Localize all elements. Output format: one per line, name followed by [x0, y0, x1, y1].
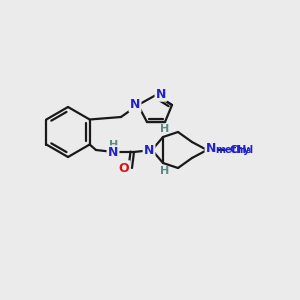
Text: CH₃: CH₃ — [229, 145, 251, 155]
Text: N: N — [156, 88, 166, 100]
Text: N: N — [206, 142, 216, 155]
Text: N: N — [130, 98, 140, 112]
Text: O: O — [119, 161, 129, 175]
Text: N: N — [108, 146, 118, 160]
Text: H: H — [110, 140, 118, 150]
Text: H: H — [160, 166, 169, 176]
Text: N: N — [144, 145, 154, 158]
Text: methyl: methyl — [215, 145, 253, 155]
Text: H: H — [160, 124, 169, 134]
